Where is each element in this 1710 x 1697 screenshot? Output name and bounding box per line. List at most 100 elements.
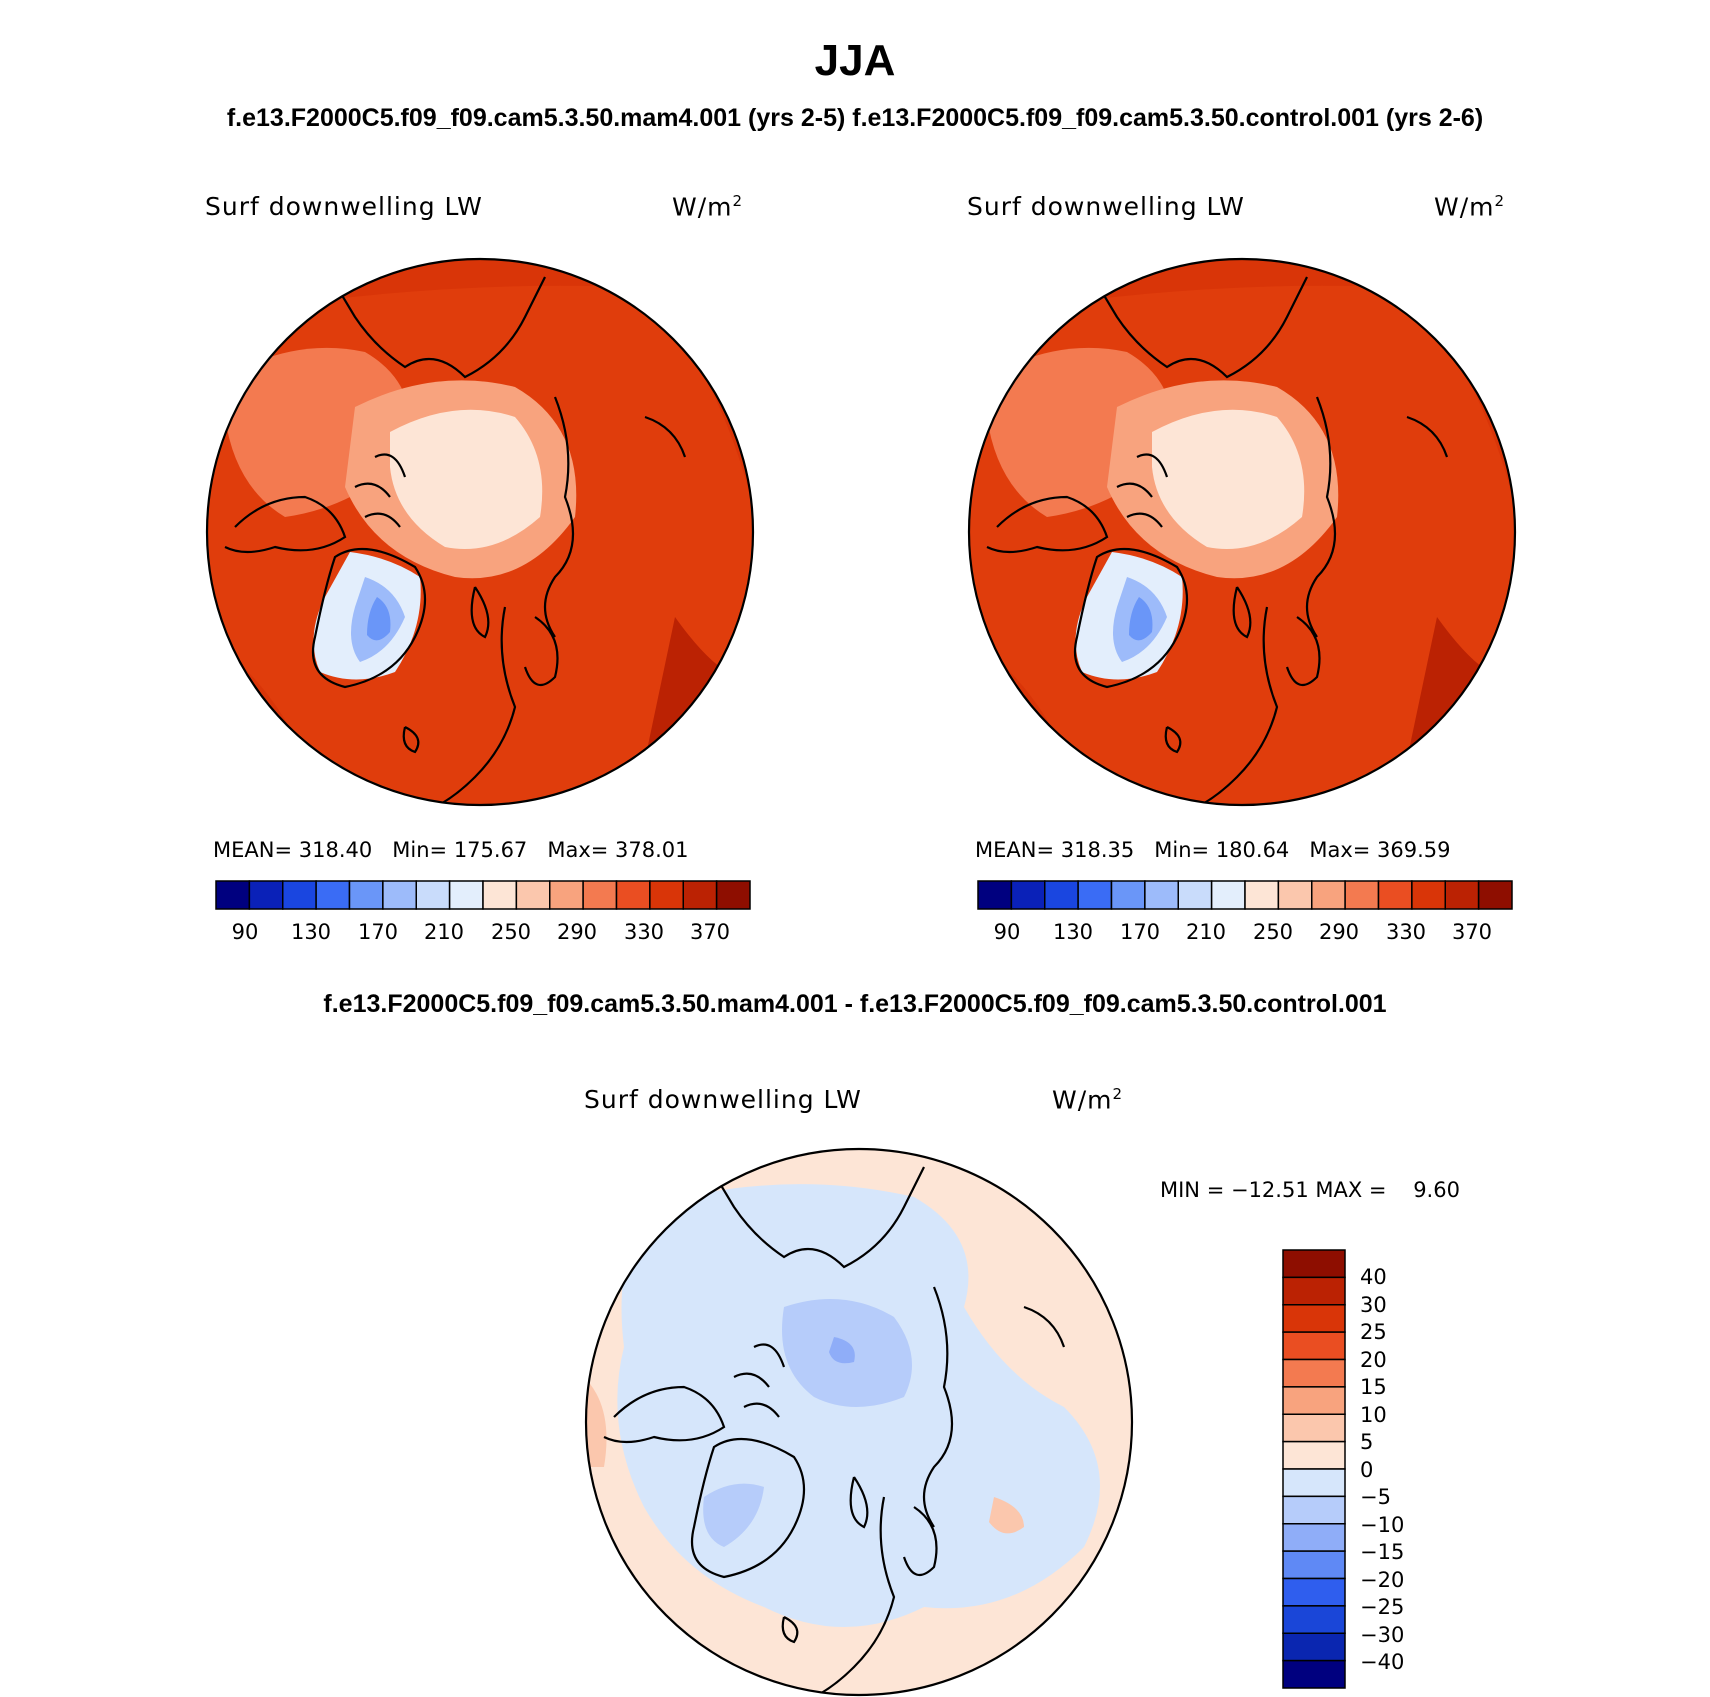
colorbar-tick: 330 [623,920,665,944]
colorbar-swatch [248,880,284,910]
panel2-stats: MEAN= 318.35 Min= 180.64 Max= 369.59 [975,838,1451,862]
map-field-arctic-min [829,1337,855,1364]
colorbar-tick: −5 [1360,1485,1391,1509]
colorbar-swatch [1477,880,1513,910]
colorbar-tick: −30 [1360,1622,1405,1647]
map-field-west-positive [586,1377,607,1467]
colorbar-swatch [1282,1632,1346,1662]
coastlines [224,266,687,805]
map-border [205,257,755,807]
colorbar-swatch [1177,880,1213,910]
map-field-arctic-core [390,409,543,549]
main-title: JJA [814,36,896,85]
map-field-greenland-min [1129,597,1153,641]
colorbar-swatch [1282,1523,1346,1552]
colorbar-swatch [348,880,384,910]
colorbar-tick: 170 [1119,920,1161,944]
colorbar-swatch [1311,880,1346,910]
panel1-variable: Surf downwelling LW [205,192,483,221]
colorbar-swatch [549,880,584,910]
colorbar-swatch [1110,880,1146,910]
colorbar-tick: 15 [1360,1375,1387,1399]
colorbar-swatch [1411,880,1446,910]
colorbar-swatch [1044,880,1079,910]
colorbar-tick: −20 [1360,1567,1405,1592]
colorbar-tick: 370 [1451,920,1493,944]
colorbar-swatch [1282,1550,1346,1580]
colorbar-swatch [1277,880,1313,910]
colorbar-swatch [1282,1659,1346,1689]
panel1-units: W/m2 [672,192,744,222]
subtitle-top: f.e13.F2000C5.f09_f09.cam5.3.50.mam4.001… [226,104,1484,132]
panel2-colorbar [977,880,1513,910]
colorbar-swatch [1077,880,1113,910]
panel3-stats: MIN = −12.51 MAX = 9.60 [1160,1178,1460,1202]
panel3-units: W/m2 [1052,1085,1124,1115]
panel2-units: W/m2 [1434,192,1506,222]
colorbar-tick: 40 [1360,1265,1387,1289]
colorbar-swatch [1144,880,1179,910]
coastlines [986,266,1449,805]
panel1-map [205,257,755,807]
colorbar-swatch [215,880,251,910]
colorbar-tick: −15 [1360,1540,1405,1564]
map-field-greenland-negative [703,1483,764,1547]
colorbar-tick: 130 [1052,920,1094,944]
colorbar-swatch [1282,1331,1346,1361]
colorbar-tick: −10 [1360,1512,1405,1537]
colorbar-tick: 170 [357,920,399,944]
colorbar-swatch [1444,880,1480,910]
colorbar-tick: 330 [1385,920,1427,944]
colorbar-tick: 210 [1185,920,1227,944]
panel3-map [584,1147,1134,1697]
panel2-colorbar-ticks: 90 130 170 210 250 290 330 370 [977,920,1517,950]
panel2-variable: Surf downwelling LW [967,192,1245,221]
colorbar-swatch [1210,880,1246,910]
colorbar-swatch [1282,1413,1346,1443]
panel1-colorbar-ticks: 90 130 170 210 250 290 330 370 [215,920,755,950]
panel1-stats: MEAN= 318.40 Min= 175.67 Max= 378.01 [213,838,689,862]
colorbar-swatch [1282,1358,1346,1388]
panel1-colorbar [215,880,751,910]
colorbar-tick: 250 [1252,920,1294,944]
colorbar-swatch [482,880,518,910]
colorbar-tick: 90 [993,920,1021,944]
map-field-arctic-core [1152,409,1305,549]
panel3-colorbar [1282,1249,1346,1689]
colorbar-swatch [1282,1304,1346,1333]
colorbar-swatch [448,880,484,910]
colorbar-swatch [1244,880,1280,910]
colorbar-tick: 20 [1360,1347,1387,1372]
colorbar-tick: 370 [689,920,731,944]
colorbar-swatch [649,880,684,910]
colorbar-tick: 130 [290,920,332,944]
colorbar-swatch [1282,1495,1346,1525]
colorbar-tick: −25 [1360,1595,1405,1619]
colorbar-tick: 210 [423,920,465,944]
colorbar-tick: 5 [1360,1430,1374,1454]
colorbar-swatch [1344,880,1380,910]
colorbar-tick: 10 [1360,1402,1387,1427]
colorbar-tick: 290 [556,920,598,944]
map-field-greenland-min [367,597,391,641]
colorbar-tick: 30 [1360,1292,1387,1317]
colorbar-swatch [282,880,317,910]
panel3-colorbar-ticks: 40 30 25 20 15 10 5 0 −5 −10 −15 −20 −25… [1360,1265,1440,1685]
map-field-east-positive [989,1497,1024,1534]
colorbar-swatch [382,880,417,910]
colorbar-swatch [1010,880,1046,910]
colorbar-swatch [415,880,451,910]
subtitle-diff: f.e13.F2000C5.f09_f09.cam5.3.50.mam4.001… [323,990,1387,1018]
colorbar-swatch [1282,1468,1346,1498]
colorbar-swatch [682,880,718,910]
colorbar-tick: 90 [231,920,259,944]
colorbar-swatch [1282,1440,1346,1470]
colorbar-swatch [1282,1577,1346,1607]
map-border [967,257,1517,807]
colorbar-swatch [1282,1605,1346,1634]
colorbar-swatch [1282,1386,1346,1415]
colorbar-swatch [1377,880,1413,910]
colorbar-swatch [315,880,351,910]
panel3-variable: Surf downwelling LW [584,1085,862,1114]
colorbar-swatch [582,880,618,910]
